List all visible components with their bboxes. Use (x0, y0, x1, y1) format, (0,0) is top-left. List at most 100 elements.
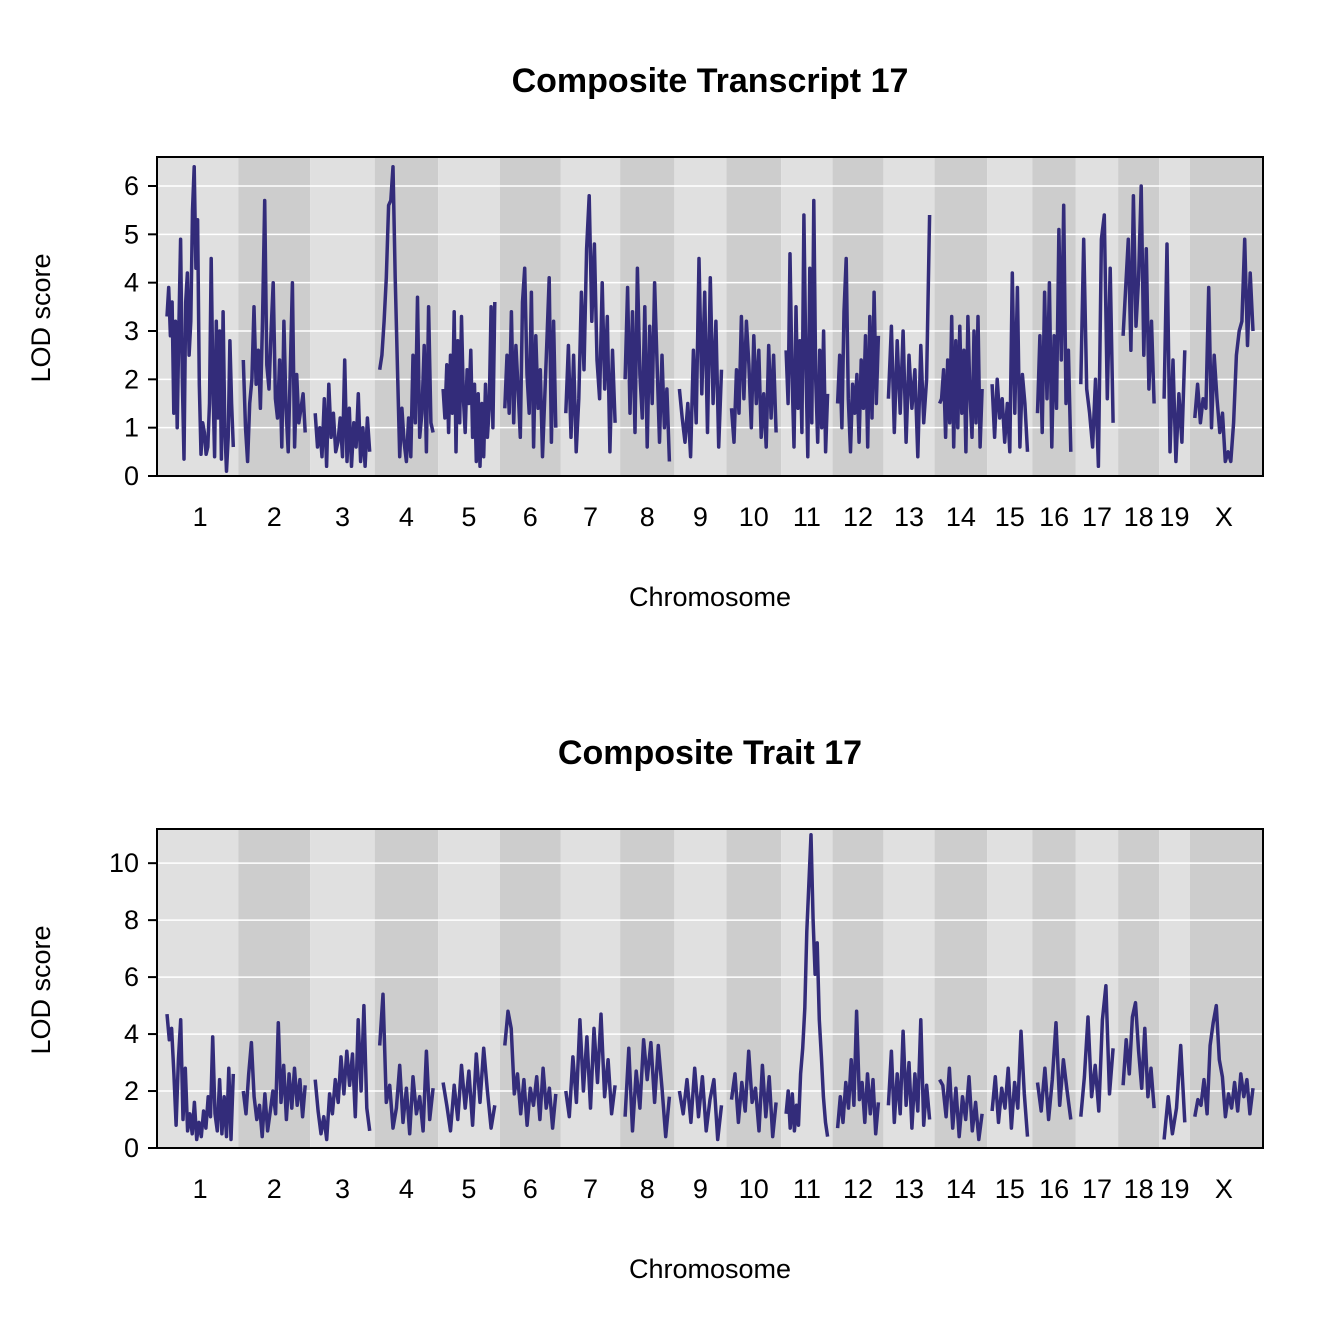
lod-line-chr-14 (937, 314, 984, 454)
x-tick-label-chr-2: 2 (267, 1174, 282, 1204)
x-tick-label-chr-9: 9 (693, 1174, 708, 1204)
lod-line-chr-6 (503, 266, 558, 459)
lod-line-chr-12 (835, 1009, 881, 1136)
chromosome-band-8 (620, 829, 675, 1148)
lod-line-chr-3 (313, 358, 372, 469)
x-tick-label-chr-8: 8 (640, 1174, 655, 1204)
x-axis-ticks: 1 2 3 4 5 6 7 8 9 10 11 12 13 14 15 16 17 18 19 X (193, 1174, 1233, 1204)
y-tick-label: 1 (124, 413, 139, 443)
lod-line-chr-13 (886, 214, 932, 459)
lod-line-chr-11 (784, 832, 830, 1137)
x-tick-label-chr-15: 15 (995, 1174, 1025, 1204)
x-axis-label: Chromosome (629, 1254, 791, 1284)
y-tick-label: 2 (124, 364, 139, 394)
lod-line-chr-10 (729, 314, 778, 449)
x-tick-label-chr-16: 16 (1039, 502, 1069, 532)
x-tick-label-chr-13: 13 (894, 502, 924, 532)
x-tick-label-chr-7: 7 (583, 502, 598, 532)
lod-line-chr-19 (1162, 242, 1187, 464)
x-tick-label-chr-17: 17 (1082, 1174, 1112, 1204)
lod-line-chr-X (1193, 1003, 1255, 1119)
lod-line-chr-4 (377, 164, 435, 464)
y-tick-label: 8 (124, 905, 139, 935)
panel-title: Composite Transcript 17 (512, 62, 909, 100)
x-tick-label-chr-19: 19 (1159, 502, 1189, 532)
x-tick-label-chr-5: 5 (461, 1174, 476, 1204)
y-axis-ticks: 0 1 2 3 4 5 6 (124, 171, 157, 491)
y-axis-label: LOD score (26, 253, 56, 382)
x-tick-label-chr-3: 3 (335, 502, 350, 532)
lod-line-chr-1 (165, 1013, 236, 1142)
lod-line-chr-9 (677, 256, 724, 459)
lod-line-chr-17 (1079, 213, 1115, 469)
plot-panel-composite-transcript: Composite Transcript 17 0 1 2 3 4 5 6 1 2 3 4 5 6 7 8… (26, 62, 1264, 612)
plot-frame (156, 156, 1264, 477)
lod-line-chr-1 (165, 164, 236, 473)
x-tick-label-chr-18: 18 (1124, 502, 1154, 532)
x-tick-label-chr-X: X (1215, 1174, 1233, 1204)
x-tick-label-chr-18: 18 (1124, 1174, 1154, 1204)
x-tick-label-chr-4: 4 (399, 502, 414, 532)
lod-line-chr-6 (503, 1009, 558, 1130)
gridlines (157, 862, 1263, 1092)
lod-series (165, 832, 1255, 1142)
lod-line-chr-7 (564, 193, 617, 454)
lod-line-chr-5 (441, 301, 497, 469)
x-tick-label-chr-6: 6 (523, 502, 538, 532)
lod-line-chr-16 (1035, 1020, 1073, 1122)
x-tick-label-chr-12: 12 (843, 1174, 873, 1204)
x-tick-label-chr-2: 2 (267, 502, 282, 532)
x-tick-label-chr-9: 9 (693, 502, 708, 532)
lod-line-chr-7 (564, 1012, 617, 1119)
lod-line-chr-8 (623, 1038, 672, 1139)
lod-line-chr-X (1193, 237, 1255, 464)
y-tick-label: 2 (124, 1076, 139, 1106)
lod-line-chr-4 (377, 992, 435, 1136)
lod-line-chr-19 (1162, 1043, 1187, 1140)
lod-line-chr-9 (677, 1066, 724, 1142)
lod-line-chr-16 (1035, 203, 1073, 452)
lod-line-chr-5 (441, 1046, 497, 1133)
x-tick-label-chr-3: 3 (335, 1174, 350, 1204)
lod-line-chr-13 (886, 1018, 932, 1130)
x-tick-label-chr-X: X (1215, 502, 1233, 532)
x-tick-label-chr-7: 7 (583, 1174, 598, 1204)
lod-line-chr-10 (729, 1049, 778, 1139)
lod-line-chr-2 (241, 1020, 307, 1139)
x-tick-label-chr-1: 1 (193, 1174, 208, 1204)
y-tick-label: 0 (124, 461, 139, 491)
x-tick-label-chr-14: 14 (946, 502, 976, 532)
x-tick-label-chr-14: 14 (946, 1174, 976, 1204)
x-tick-label-chr-13: 13 (894, 1174, 924, 1204)
x-tick-label-chr-4: 4 (399, 1174, 414, 1204)
x-tick-label-chr-15: 15 (995, 502, 1025, 532)
y-tick-label: 3 (124, 316, 139, 346)
y-tick-label: 6 (124, 171, 139, 201)
y-axis-ticks: 0 2 4 6 8 10 (109, 848, 157, 1163)
x-tick-label-chr-6: 6 (523, 1174, 538, 1204)
y-tick-label: 5 (124, 219, 139, 249)
x-tick-label-chr-16: 16 (1039, 1174, 1069, 1204)
lod-line-chr-3 (313, 1003, 372, 1142)
lod-line-chr-15 (990, 1029, 1030, 1137)
y-tick-label: 0 (124, 1133, 139, 1163)
x-axis-label: Chromosome (629, 582, 791, 612)
y-tick-label: 10 (109, 848, 139, 878)
x-tick-label-chr-11: 11 (793, 502, 821, 532)
plot-frame (156, 828, 1264, 1149)
lod-line-chr-12 (835, 256, 881, 454)
x-tick-label-chr-11: 11 (793, 1174, 821, 1204)
lod-line-chr-15 (990, 271, 1030, 454)
y-tick-label: 4 (124, 268, 139, 298)
x-tick-label-chr-8: 8 (640, 502, 655, 532)
lod-line-chr-18 (1121, 1000, 1156, 1109)
y-tick-label: 6 (124, 962, 139, 992)
x-tick-label-chr-1: 1 (193, 502, 208, 532)
x-tick-label-chr-17: 17 (1082, 502, 1112, 532)
x-tick-label-chr-19: 19 (1159, 1174, 1189, 1204)
lod-series (165, 164, 1255, 473)
x-axis-ticks: 1 2 3 4 5 6 7 8 9 10 11 12 13 14 15 16 17 18 19 X (193, 502, 1233, 532)
lod-line-chr-18 (1121, 184, 1156, 404)
